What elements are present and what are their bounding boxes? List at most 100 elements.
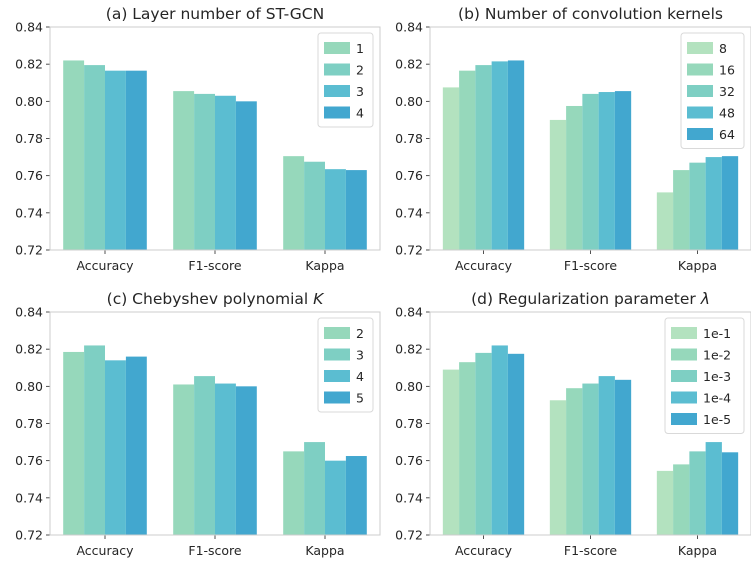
legend-label: 8 — [719, 41, 727, 56]
bar-accuracy-series-0 — [63, 351, 85, 535]
legend-swatch — [687, 106, 713, 119]
y-tick-label: 0.82 — [395, 57, 423, 72]
axes-frame — [49, 311, 381, 536]
chart-panel-0: (a) Layer number of ST-GCN Accuracy F1-sco… — [15, 5, 381, 273]
bar-kappa-series-3 — [705, 157, 722, 250]
chart-title: (c) Chebyshev polynomial K — [107, 290, 326, 308]
y-tick-label: 0.76 — [15, 168, 43, 183]
legend-swatch — [324, 106, 350, 119]
bar-accuracy-series-2 — [105, 70, 126, 250]
legend-label: 3 — [356, 348, 364, 363]
y-tick-label: 0.80 — [395, 379, 423, 394]
bar-kappa-series-0 — [283, 156, 305, 250]
y-tick-label: 0.80 — [15, 94, 43, 109]
legend-label: 2 — [356, 63, 364, 78]
legend-swatch — [324, 63, 350, 76]
legend-label: 1 — [356, 41, 364, 56]
bar-f1-score-series-0 — [549, 119, 567, 250]
bar-accuracy-series-1 — [459, 362, 476, 535]
bar-accuracy-series-2 — [475, 352, 492, 535]
bar-accuracy-series-0 — [442, 87, 460, 251]
legend-swatch — [324, 348, 350, 361]
x-tick-label: Kappa — [678, 258, 717, 273]
x-tick-label: Kappa — [305, 543, 344, 558]
legend-swatch — [687, 63, 713, 76]
bar-f1-score-series-4 — [614, 379, 632, 535]
axes-frame — [429, 26, 751, 251]
legend-label: 2 — [356, 326, 364, 341]
legend-label: 1e-4 — [703, 391, 731, 406]
bar-kappa-series-0 — [656, 470, 674, 535]
axes-frame — [429, 311, 751, 536]
y-tick-label: 0.78 — [395, 131, 423, 146]
bar-f1-score-series-1 — [566, 105, 583, 250]
y-tick-label: 0.76 — [395, 168, 423, 183]
bar-kappa-series-1 — [673, 170, 690, 250]
bar-accuracy-series-4 — [507, 353, 525, 535]
bar-accuracy-series-1 — [459, 70, 476, 250]
bar-kappa-series-1 — [673, 464, 690, 535]
bar-f1-score-series-2 — [582, 383, 599, 535]
bar-f1-score-series-0 — [549, 400, 567, 535]
legend-label: 3 — [356, 84, 364, 99]
bar-f1-score-series-3 — [598, 376, 615, 535]
bar-f1-score-series-3 — [598, 92, 615, 250]
bar-kappa-series-1 — [304, 442, 325, 535]
legend-label: 1e-1 — [703, 326, 731, 341]
y-tick-label: 0.72 — [15, 243, 43, 258]
y-tick-label: 0.74 — [15, 490, 43, 505]
bar-accuracy-series-0 — [442, 369, 460, 535]
bar-kappa-series-4 — [721, 156, 739, 250]
bar-f1-score-series-2 — [582, 93, 599, 251]
bar-kappa-series-4 — [721, 452, 739, 535]
bar-f1-score-series-3 — [235, 386, 257, 535]
legend-swatch — [671, 391, 697, 404]
bar-kappa-series-0 — [283, 451, 305, 535]
legend-swatch — [324, 42, 350, 54]
legend-swatch — [671, 348, 697, 361]
chart-title: (b) Number of convolution kernels — [458, 5, 723, 23]
x-tick-label: Kappa — [305, 258, 344, 273]
legend-swatch — [687, 42, 713, 54]
chart-panel-1: (b) Number of convolution kernels Accurac… — [395, 5, 751, 273]
chart-title: (a) Layer number of ST-GCN — [106, 5, 324, 23]
y-tick-label: 0.84 — [15, 305, 43, 320]
bar-f1-score-series-3 — [235, 101, 257, 250]
bar-accuracy-series-3 — [491, 345, 508, 535]
bar-f1-score-series-1 — [194, 376, 215, 535]
legend-label: 32 — [719, 84, 735, 99]
legend-label: 4 — [356, 369, 364, 384]
axes-frame — [49, 26, 381, 251]
legend-swatch — [671, 370, 697, 382]
bar-f1-score-series-1 — [566, 388, 583, 535]
bar-accuracy-series-0 — [63, 60, 85, 251]
chart-panel-2: (c) Chebyshev polynomial K Accuracy F1-sco… — [15, 290, 381, 558]
legend-label: 64 — [719, 127, 735, 142]
bar-kappa-series-3 — [345, 456, 367, 535]
legend-swatch — [671, 413, 697, 425]
y-tick-label: 0.80 — [395, 94, 423, 109]
legend-label: 5 — [356, 391, 364, 406]
legend: 1 2 3 4 — [317, 32, 374, 128]
legend-swatch — [687, 85, 713, 97]
bar-kappa-series-2 — [689, 451, 706, 535]
x-tick-label: F1-score — [188, 258, 242, 273]
bar-f1-score-series-0 — [173, 91, 195, 250]
y-tick-label: 0.82 — [15, 57, 43, 72]
legend-label: 1e-5 — [703, 412, 731, 427]
bar-f1-score-series-0 — [173, 384, 195, 535]
y-tick-label: 0.84 — [15, 20, 43, 35]
x-tick-label: F1-score — [564, 543, 618, 558]
bar-kappa-series-3 — [705, 442, 722, 535]
legend-swatch — [324, 391, 350, 404]
legend-label: 16 — [719, 63, 735, 78]
y-tick-label: 0.76 — [395, 453, 423, 468]
bar-f1-score-series-2 — [215, 95, 236, 250]
y-tick-label: 0.76 — [15, 453, 43, 468]
y-tick-label: 0.84 — [395, 20, 423, 35]
chart-title: (d) Regularization parameter λ — [471, 290, 710, 308]
legend-label: 1e-2 — [703, 348, 731, 363]
bar-accuracy-series-1 — [84, 345, 105, 535]
y-tick-label: 0.72 — [15, 528, 43, 543]
